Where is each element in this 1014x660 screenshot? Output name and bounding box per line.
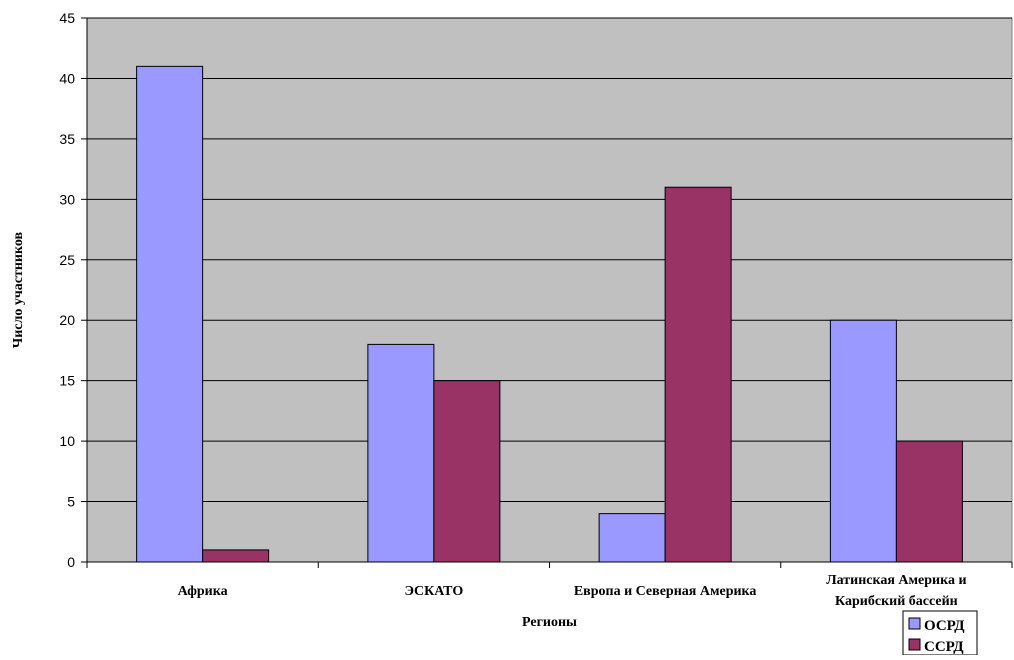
bar-osrd [829, 319, 897, 563]
y-tick-label: 25 [59, 252, 75, 268]
x-category-label-line: Европа и Северная Америка [574, 584, 757, 599]
plot-area [86, 17, 1013, 563]
bar-osrd [136, 65, 204, 563]
bar-ssrd [895, 440, 963, 563]
legend-label: ССРД [924, 639, 964, 655]
axes [81, 17, 1013, 568]
labels: 0 5 10 15 20 25 30 35 40 45 Африка ЭСКАТО Европа и С… [11, 10, 967, 630]
y-tick-label: 45 [59, 10, 75, 26]
bar-osrd [598, 513, 666, 563]
x-axis-title: Регионы [522, 615, 577, 630]
y-tick-label: 20 [59, 312, 75, 328]
bar-ssrd [664, 186, 732, 563]
y-tick-label: 0 [67, 554, 75, 570]
y-axis-title: Число участников [11, 232, 26, 349]
legend-swatch [908, 638, 921, 651]
bar-ssrd [202, 549, 270, 563]
x-category-label-line: ЭСКАТО [405, 584, 464, 599]
x-category-label: Европа и Северная Америка [574, 584, 757, 599]
x-category-label: Африка [178, 584, 228, 599]
bar-osrd [367, 343, 435, 563]
x-category-label-line: Карибский бассейн [835, 594, 958, 609]
y-tick-label: 40 [59, 70, 75, 86]
y-tick-label: 15 [59, 373, 75, 389]
y-tick-label: 30 [59, 191, 75, 207]
y-tick-label: 10 [59, 433, 75, 449]
x-category-label: Латинская Америка и Карибский бассейн [826, 573, 966, 609]
x-category-label: ЭСКАТО [405, 584, 464, 599]
x-category-label-line: Латинская Америка и [826, 573, 966, 588]
legend-swatch [908, 617, 921, 630]
y-tick-label: 5 [67, 494, 75, 510]
x-category-label-line: Африка [178, 584, 228, 599]
legend-label: ОСРД [924, 618, 965, 634]
y-tick-label: 35 [59, 131, 75, 147]
bar-ssrd [433, 380, 501, 563]
legend: ОСРД ССРД [902, 610, 978, 656]
